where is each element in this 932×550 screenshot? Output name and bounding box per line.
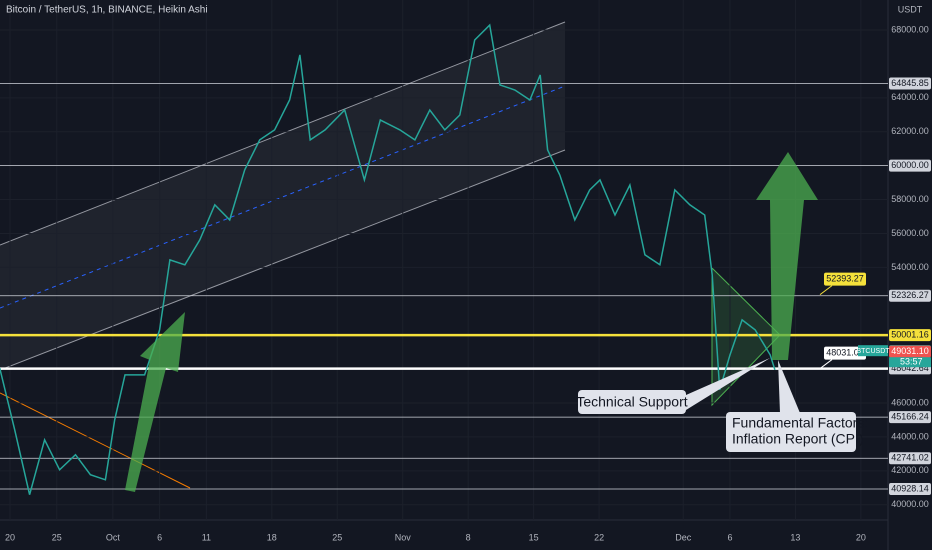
level-label-box: [889, 159, 931, 172]
level-label: 52326.27: [891, 290, 929, 300]
x-tick-label: 25: [332, 532, 342, 542]
callout-box: [824, 346, 866, 360]
chart-title: Bitcoin / TetherUS, 1h, BINANCE, Heikin …: [6, 5, 208, 16]
countdown: 53:57: [900, 357, 923, 367]
y-tick-label: 62000.00: [891, 126, 929, 136]
symbol: BTCUSDT: [856, 348, 890, 355]
level-label: 60000.00: [891, 160, 929, 170]
x-tick-label: Dec: [675, 532, 692, 542]
axis: 68000.00 64000.00 62000.00 60000.00 58000.00…: [5, 24, 931, 542]
price-line: [0, 23, 776, 495]
x-tick-label: 11: [202, 532, 211, 542]
channel-mid: [0, 85, 566, 309]
y-tick-label: 46000.00: [891, 397, 929, 407]
level-label-box: [889, 77, 931, 90]
price-label-box: [889, 345, 931, 358]
y-tick-label: 44000.00: [891, 431, 929, 441]
trend-line: [0, 392, 191, 489]
level-label: 64845.85: [891, 78, 929, 88]
price-label: 49031.10: [891, 346, 929, 356]
x-tick-label: Nov: [395, 532, 412, 542]
level-label: 48042.64: [891, 363, 929, 373]
level-label: 50001.16: [891, 330, 929, 340]
y-tick-label: 42000.00: [891, 465, 929, 475]
x-tick-label: 20: [5, 532, 15, 542]
y-tick-label: 54000.00: [891, 262, 929, 272]
callout-pointer: [819, 359, 833, 369]
annotation: Fundamental Factors:: [732, 415, 868, 431]
levels: [0, 83, 888, 490]
level-label: 45166.24: [891, 412, 929, 422]
annotation-box: [726, 412, 856, 452]
countdown-box: [889, 357, 931, 368]
channel: [0, 22, 565, 370]
annotation-box: [578, 390, 686, 414]
x-tick-label: 22: [594, 532, 604, 542]
level-label-box: [889, 289, 931, 302]
y-tick-label: 68000.00: [891, 24, 929, 34]
x-tick-label: 6: [157, 532, 162, 542]
y-tick-label: 40000.00: [891, 499, 929, 509]
level-label-box: [889, 452, 931, 465]
x-tick-label: 6: [727, 532, 732, 542]
y-axis-label: USDT: [898, 4, 923, 14]
callout-pointer: [778, 360, 800, 413]
x-tick-label: 18: [267, 532, 277, 542]
level-label-box: [889, 411, 931, 424]
level-label: 42741.02: [891, 453, 929, 463]
x-tick-label: 15: [529, 532, 539, 542]
callout-pointer: [819, 285, 833, 296]
annotation: Inflation Report (CPI): [732, 431, 864, 447]
symbol-box: [858, 345, 888, 357]
arrow: [125, 312, 185, 492]
price: [0, 23, 776, 495]
x-tick-label: 13: [790, 532, 800, 542]
level-label-box: [889, 483, 931, 496]
y-tick-label: 58000.00: [891, 194, 929, 204]
callout-pointer: [686, 358, 770, 410]
x-tick-label: 20: [856, 532, 866, 542]
callout-label: 48031.00: [826, 347, 864, 357]
y-tick-label: 56000.00: [891, 228, 929, 238]
x-tick-label: Oct: [106, 532, 121, 542]
x-tick-label: 25: [52, 532, 62, 542]
callout-label: 52393.27: [826, 273, 864, 283]
channel-line: [0, 149, 566, 371]
arrow: [756, 152, 818, 360]
x-tick-label: 8: [466, 532, 471, 542]
level-label-box: [889, 329, 931, 342]
y-tick-label: 64000.00: [891, 92, 929, 102]
level-label: 40928.14: [891, 483, 929, 493]
annotation: Technical Support: [576, 394, 687, 410]
callout-box: [824, 272, 866, 286]
